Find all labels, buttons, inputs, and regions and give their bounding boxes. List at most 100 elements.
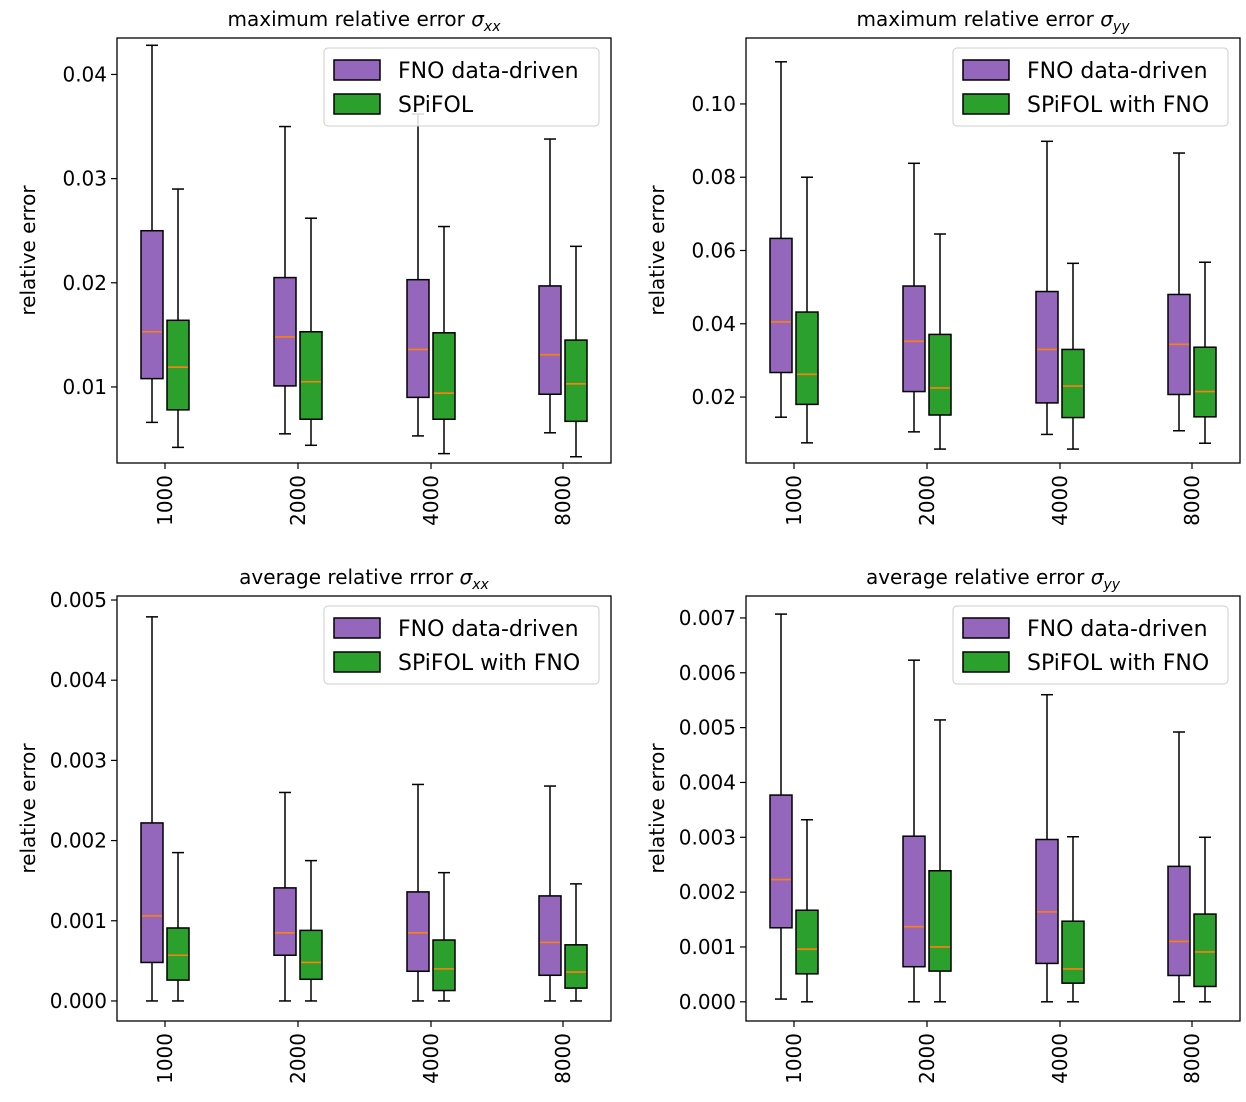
legend-label: SPiFOL with FNO [398, 651, 580, 676]
y-tick-label: 0.002 [50, 829, 107, 853]
legend: FNO data-driven SPiFOL with FNO [323, 605, 600, 685]
box-iqr [406, 891, 430, 973]
box-fno-data-driven-1000 [769, 613, 793, 1000]
plot-frame [116, 595, 612, 1022]
box-iqr [769, 237, 793, 374]
legend-label: FNO data-driven [398, 59, 579, 84]
y-tick-label: 0.003 [50, 748, 107, 772]
x-tick-label: 2000 [915, 475, 939, 526]
y-tick-label: 0.06 [691, 239, 736, 263]
y-tick-label: 0.007 [679, 606, 736, 630]
y-axis-label: relative error [645, 185, 669, 316]
x-tick-label: 4000 [419, 475, 443, 526]
box-fno-data-driven-1000 [140, 616, 164, 1002]
y-tick-label: 0.01 [62, 375, 107, 399]
legend: FNO data-driven SPiFOL with FNO [952, 605, 1229, 685]
y-tick-label: 0.005 [50, 588, 107, 612]
box-iqr [140, 822, 164, 964]
legend-label: SPiFOL with FNO [1027, 651, 1209, 676]
x-tick-label: 8000 [1180, 475, 1204, 526]
box-iqr [538, 285, 562, 395]
box-iqr [538, 895, 562, 977]
x-tick-label: 1000 [782, 475, 806, 526]
legend-swatch [333, 651, 381, 673]
y-tick-label: 0.03 [62, 167, 107, 191]
legend-swatch [962, 59, 1010, 81]
legend-swatch [962, 617, 1010, 639]
box-iqr [1193, 346, 1217, 418]
y-tick-label: 0.005 [679, 716, 736, 740]
chart-panel-3: average relative rrror σxx relative error… [16, 565, 612, 1084]
box-fno-data-driven-1000 [769, 61, 793, 418]
y-tick-label: 0.04 [62, 62, 107, 86]
chart-title: average relative rrror σxx [239, 565, 489, 593]
box-spifol-with-fno-1000 [795, 818, 819, 1003]
box-fno-data-driven-1000 [140, 44, 164, 424]
y-tick-label: 0.004 [679, 770, 736, 794]
x-tick-label: 2000 [915, 1033, 939, 1084]
legend-label: FNO data-driven [398, 617, 579, 642]
chart-panel-1: maximum relative error σxx relative error… [16, 7, 612, 526]
box-spifol-with-fno-4000 [432, 871, 456, 1002]
x-tick-label: 1000 [153, 475, 177, 526]
box-iqr [795, 311, 819, 406]
box-spifol-8000 [564, 245, 588, 458]
box-iqr [1061, 920, 1085, 984]
box-iqr [928, 333, 952, 416]
box-fno-data-driven-8000 [1167, 731, 1191, 1003]
y-tick-label: 0.02 [62, 271, 107, 295]
x-tick-label: 4000 [419, 1033, 443, 1084]
box-iqr [432, 939, 456, 992]
box-iqr [769, 794, 793, 929]
legend-swatch [333, 59, 381, 81]
y-tick-label: 0.001 [679, 935, 736, 959]
x-tick-label: 8000 [551, 1033, 575, 1084]
legend-swatch [962, 651, 1010, 673]
x-tick-label: 4000 [1048, 1033, 1072, 1084]
y-tick-label: 0.004 [50, 668, 107, 692]
plot-frame [116, 37, 612, 464]
legend-label: FNO data-driven [1027, 617, 1208, 642]
legend-frame [952, 605, 1229, 685]
box-spifol-with-fno-8000 [1193, 836, 1217, 1003]
legend-swatch [333, 617, 381, 639]
y-axis-label: relative error [645, 743, 669, 874]
box-fno-data-driven-8000 [1167, 152, 1191, 432]
legend-frame [323, 605, 600, 685]
box-iqr [902, 835, 926, 968]
legend-label: SPiFOL with FNO [1027, 93, 1209, 118]
y-tick-label: 0.10 [691, 92, 736, 116]
legend-swatch [962, 93, 1010, 115]
box-spifol-2000 [299, 217, 323, 447]
box-spifol-with-fno-4000 [1061, 835, 1085, 1003]
box-spifol-with-fno-8000 [564, 883, 588, 1002]
box-iqr [564, 944, 588, 989]
y-axis-label: relative error [16, 743, 40, 874]
box-iqr [902, 285, 926, 393]
x-tick-label: 2000 [286, 1033, 310, 1084]
box-fno-data-driven-2000 [902, 162, 926, 433]
box-spifol-with-fno-4000 [1061, 262, 1085, 450]
box-iqr [273, 887, 297, 956]
x-tick-label: 8000 [551, 475, 575, 526]
box-fno-data-driven-8000 [538, 138, 562, 434]
box-iqr [1061, 348, 1085, 419]
box-iqr [1193, 913, 1217, 988]
box-iqr [928, 869, 952, 972]
box-iqr [795, 909, 819, 975]
box-iqr [564, 339, 588, 423]
box-iqr [273, 276, 297, 387]
x-tick-label: 4000 [1048, 475, 1072, 526]
box-iqr [1167, 865, 1191, 977]
legend: FNO data-driven SPiFOL [323, 47, 600, 127]
y-tick-label: 0.08 [691, 165, 736, 189]
chart-title: average relative error σyy [866, 565, 1121, 593]
box-spifol-with-fno-1000 [795, 176, 819, 444]
y-tick-label: 0.006 [679, 661, 736, 685]
box-spifol-1000 [166, 188, 190, 449]
box-iqr [1035, 290, 1059, 404]
x-tick-label: 8000 [1180, 1033, 1204, 1084]
box-spifol-with-fno-2000 [928, 719, 952, 1003]
box-spifol-4000 [432, 225, 456, 455]
